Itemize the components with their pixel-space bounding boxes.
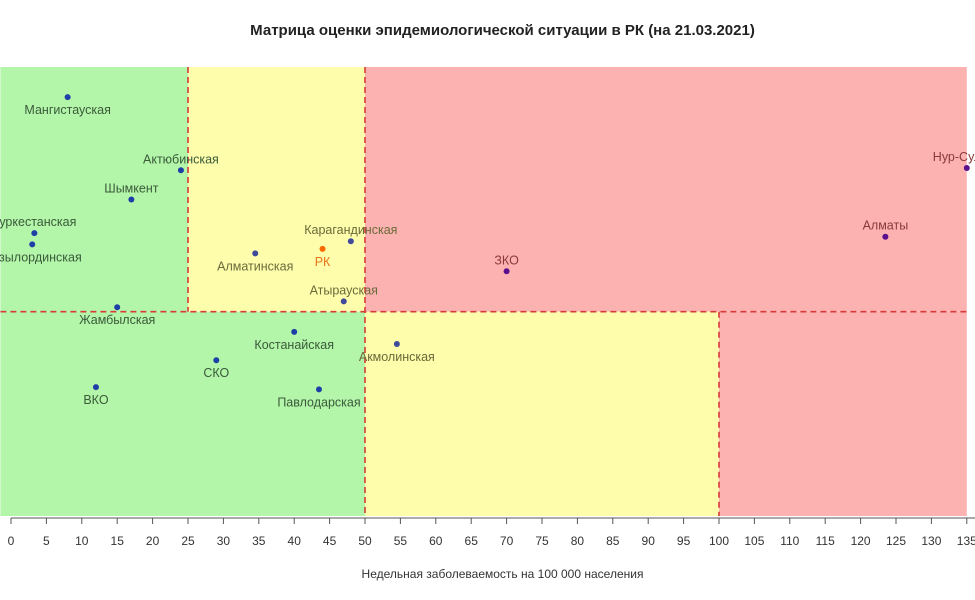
point-11 [963, 165, 970, 172]
x-tick-label-15: 15 [111, 534, 125, 548]
point-labels: Мангистауская Актюбинская Шымкент Туркестан… [0, 103, 975, 409]
point-11-label: Нур-Султан [933, 150, 975, 164]
zone-0 [0, 67, 188, 312]
point-1 [177, 167, 184, 174]
x-tick-label-130: 130 [921, 534, 941, 548]
x-tick-label-5: 5 [43, 534, 50, 548]
x-tick-label-20: 20 [146, 534, 160, 548]
point-10 [882, 233, 889, 240]
data-points [29, 94, 970, 393]
point-5-label: Карагандинская [304, 223, 397, 237]
x-tick-label-135: 135 [957, 534, 975, 548]
x-tick-label-120: 120 [851, 534, 871, 548]
x-tick-label-30: 30 [217, 534, 231, 548]
point-6 [252, 250, 259, 257]
zone-5 [719, 311, 967, 516]
point-8-label: Атырауская [310, 283, 378, 297]
point-0 [64, 94, 71, 101]
zone-3 [0, 311, 365, 516]
point-3 [31, 230, 38, 237]
point-6-label: Алматинская [217, 259, 293, 273]
point-7 [319, 245, 326, 252]
point-13-label: Костанайская [254, 338, 334, 352]
x-tick-label-115: 115 [816, 534, 835, 548]
threshold-lines [0, 67, 967, 516]
x-tick-label-105: 105 [744, 534, 764, 548]
x-tick-label-45: 45 [323, 534, 337, 548]
point-2-label: Шымкент [104, 181, 158, 195]
point-9-label: ЗКО [494, 253, 519, 267]
x-tick-label-0: 0 [8, 534, 15, 548]
x-tick-label-85: 85 [606, 534, 620, 548]
point-5 [347, 238, 354, 245]
zone-2 [365, 67, 967, 312]
x-axis-label: Недельная заболеваемость на 100 000 насе… [361, 567, 644, 581]
point-7-label: РК [315, 255, 331, 269]
point-16-label: Павлодарская [277, 395, 360, 409]
x-tick-label-75: 75 [535, 534, 549, 548]
point-14-label: СКО [203, 366, 229, 380]
x-tick-label-110: 110 [780, 534, 799, 548]
point-15 [92, 384, 99, 391]
x-tick-label-80: 80 [571, 534, 585, 548]
point-16 [315, 386, 322, 393]
x-tick-label-60: 60 [429, 534, 443, 548]
x-tick-label-95: 95 [677, 534, 691, 548]
x-tick-label-100: 100 [709, 534, 729, 548]
point-17 [393, 341, 400, 348]
point-1-label: Актюбинская [143, 152, 219, 166]
chart-title: Матрица оценки эпидемиологической ситуац… [250, 22, 755, 39]
x-axis: 0 5 10 15 20 25 30 35 40 45 50 55 60 65 70 75 80 85 90 95 10… [8, 517, 975, 548]
x-tick-label-50: 50 [358, 534, 372, 548]
point-17-label: Акмолинская [359, 350, 435, 364]
point-8 [340, 298, 347, 305]
point-15-label: ВКО [83, 393, 108, 407]
risk-zones [0, 67, 967, 516]
x-tick-label-125: 125 [886, 534, 906, 548]
point-2 [128, 196, 135, 203]
x-tick-label-40: 40 [288, 534, 302, 548]
point-3-label: Туркестанская [0, 215, 76, 229]
x-tick-label-35: 35 [252, 534, 266, 548]
x-tick-label-70: 70 [500, 534, 514, 548]
point-4 [29, 241, 36, 248]
zone-4 [365, 311, 719, 516]
point-14 [213, 357, 220, 364]
x-tick-label-55: 55 [394, 534, 408, 548]
point-13 [291, 328, 298, 335]
point-0-label: Мангистауская [24, 103, 110, 117]
x-tick-label-90: 90 [642, 534, 656, 548]
point-12-label: Жамбылская [79, 313, 155, 327]
point-9 [503, 268, 510, 275]
x-tick-label-10: 10 [75, 534, 89, 548]
point-4-label: Кызылординская [0, 250, 82, 264]
x-tick-label-65: 65 [465, 534, 479, 548]
zone-1 [188, 67, 365, 312]
x-tick-label-25: 25 [181, 534, 195, 548]
point-12 [114, 304, 121, 311]
point-10-label: Алматы [863, 219, 909, 233]
